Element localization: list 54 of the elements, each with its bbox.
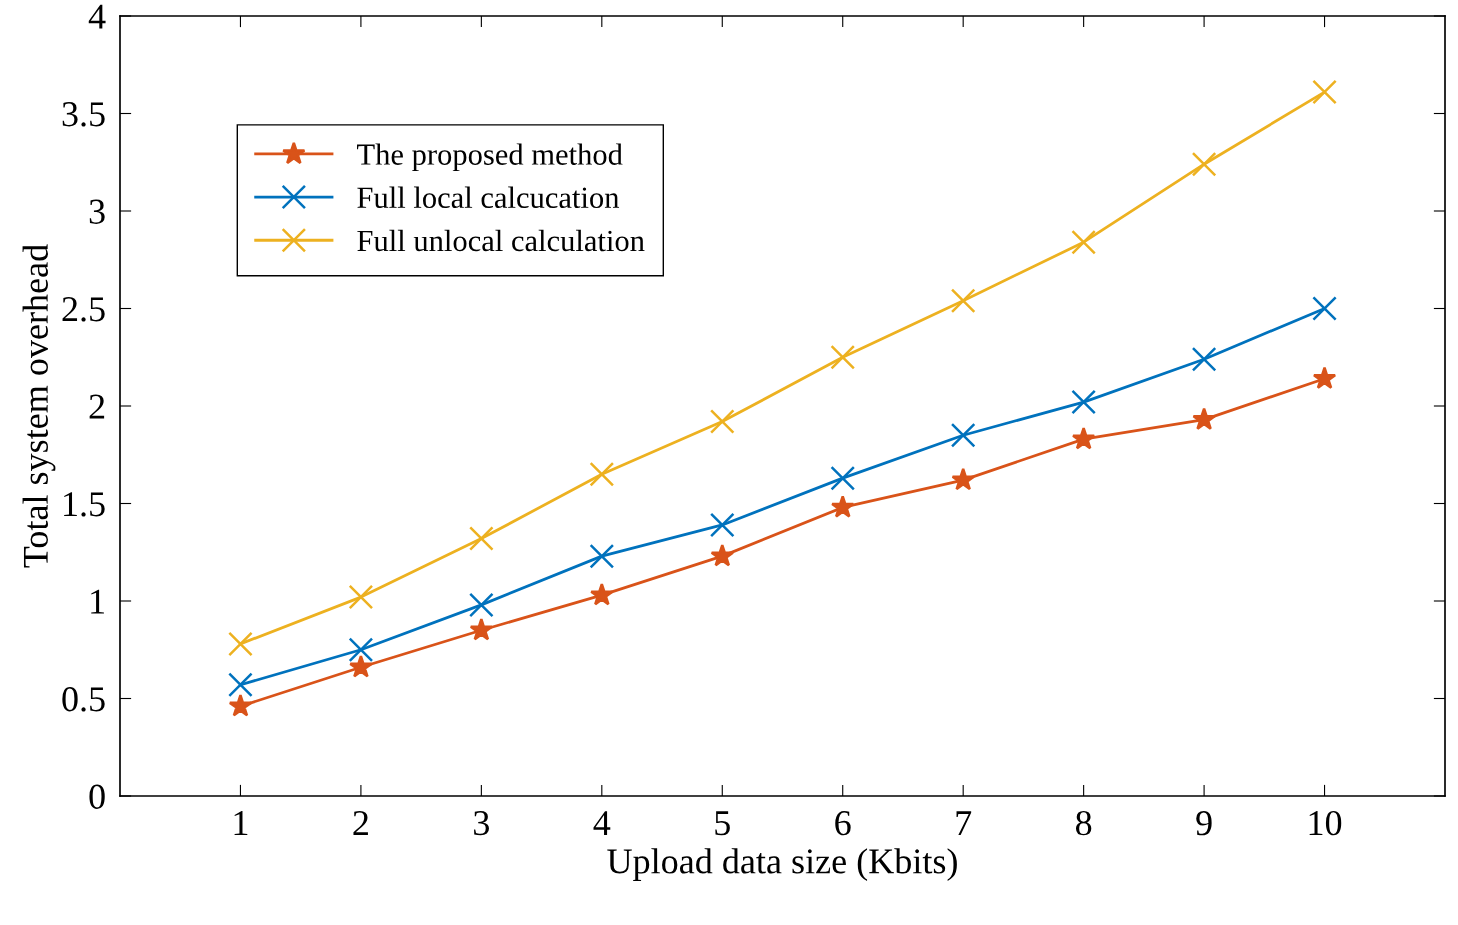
point <box>589 461 615 487</box>
point <box>1071 229 1096 255</box>
point <box>589 543 615 569</box>
y-tick-label: 0.5 <box>62 687 105 712</box>
legend-label: Full local calcucation <box>357 186 620 209</box>
x-tick-label: 2 <box>353 811 368 835</box>
x-tick-label: 4 <box>593 811 611 835</box>
x-tick-label: 5 <box>715 811 730 836</box>
point <box>1071 389 1096 415</box>
x-tick-label: 9 <box>1196 811 1212 836</box>
point <box>1191 151 1217 177</box>
x-tick-label: 1 <box>234 811 248 835</box>
point <box>1312 366 1337 389</box>
point <box>469 617 494 641</box>
y-tick-label: 2.5 <box>62 297 105 322</box>
point <box>950 422 976 448</box>
point <box>951 467 975 491</box>
point <box>228 631 253 657</box>
point <box>710 543 735 567</box>
x-tick-label: 6 <box>835 811 851 836</box>
y-axis-title: Total system overhead <box>22 244 56 568</box>
point <box>348 584 374 610</box>
y-tick-label: 4 <box>88 4 106 29</box>
point <box>1071 426 1096 450</box>
point <box>830 344 856 370</box>
y-tick-label: 3.5 <box>62 102 105 127</box>
point <box>348 637 374 663</box>
legend-label: Full unlocal calculation <box>357 229 645 252</box>
point <box>1192 407 1216 430</box>
y-tick-label: 1.5 <box>64 492 105 517</box>
point <box>709 409 735 434</box>
point <box>228 693 253 717</box>
point <box>469 526 494 551</box>
x-tick-label: 3 <box>474 811 489 836</box>
point <box>1312 296 1337 321</box>
x-tick-label: 7 <box>956 811 972 835</box>
y-tick-label: 0 <box>89 784 105 809</box>
legend-label: The proposed method <box>357 143 623 172</box>
y-tick-label: 1 <box>91 589 104 614</box>
point <box>469 592 494 618</box>
x-tick-label: 10 <box>1309 810 1342 836</box>
point <box>590 582 614 606</box>
point <box>228 672 253 698</box>
y-tick-label: 2 <box>89 394 105 419</box>
x-tick-label: 8 <box>1075 810 1092 836</box>
point <box>830 495 855 518</box>
point <box>709 512 735 538</box>
x-axis-title: Upload data size (Kbits) <box>607 848 957 881</box>
point <box>349 654 373 678</box>
point <box>1191 346 1217 372</box>
point <box>830 465 856 491</box>
point <box>950 288 976 314</box>
point <box>1312 79 1337 105</box>
y-tick-label: 3 <box>89 199 105 224</box>
